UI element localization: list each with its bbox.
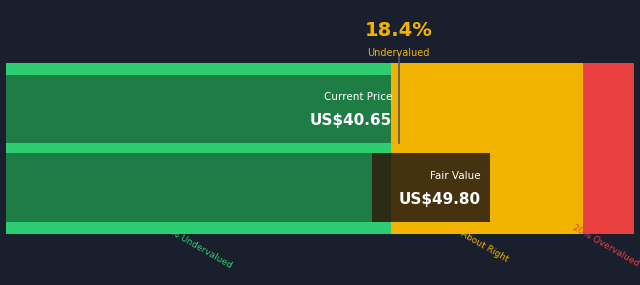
Bar	[372, 153, 490, 222]
Text: Current Price: Current Price	[324, 92, 392, 102]
Bar	[583, 63, 634, 75]
Bar	[583, 143, 634, 153]
Bar	[583, 75, 634, 143]
Bar	[6, 63, 391, 75]
Text: About Right: About Right	[460, 229, 510, 263]
Bar	[391, 63, 583, 75]
Text: 20% Undervalued: 20% Undervalued	[159, 222, 234, 270]
Bar	[391, 143, 583, 153]
Text: US$40.65: US$40.65	[310, 113, 392, 128]
Bar	[391, 75, 583, 143]
Text: Fair Value: Fair Value	[430, 170, 481, 181]
Bar	[6, 153, 391, 222]
Text: 20% Overvalued: 20% Overvalued	[572, 223, 640, 269]
Bar	[6, 222, 391, 234]
Bar	[583, 222, 634, 234]
Bar	[583, 153, 634, 222]
Bar	[391, 153, 583, 222]
Text: 18.4%: 18.4%	[365, 21, 433, 40]
Text: Undervalued: Undervalued	[367, 48, 430, 58]
Bar	[6, 143, 391, 153]
Text: US$49.80: US$49.80	[399, 192, 481, 207]
Bar	[6, 75, 391, 143]
Bar	[391, 222, 583, 234]
